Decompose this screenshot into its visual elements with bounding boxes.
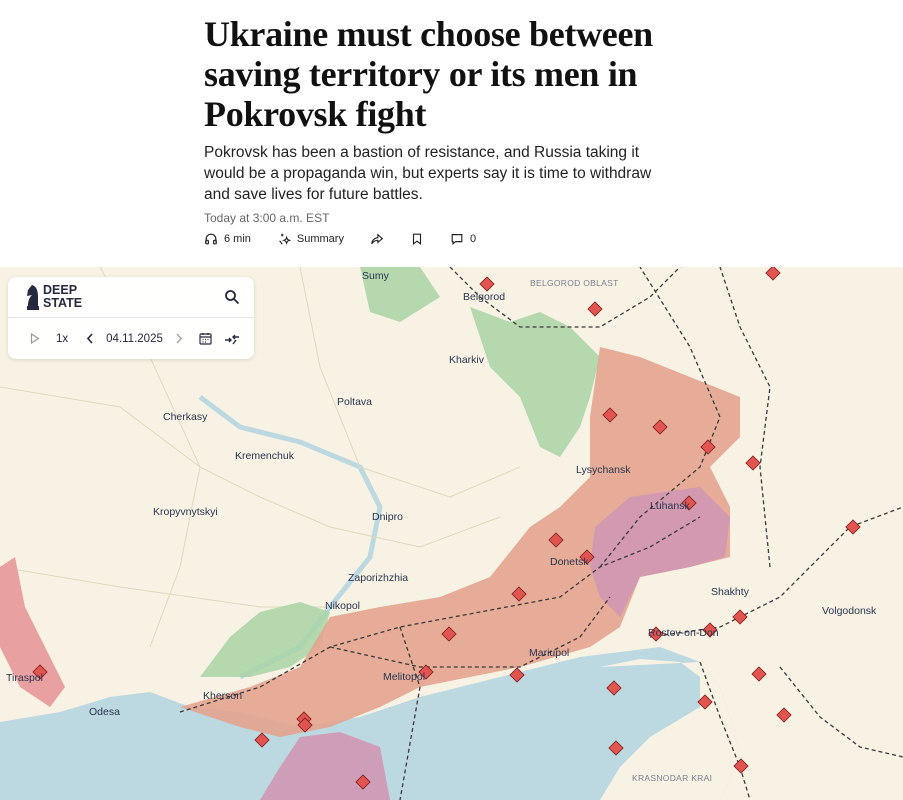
- listen-duration: 6 min: [224, 233, 251, 245]
- calendar-icon[interactable]: [199, 332, 212, 345]
- label-tiraspol: Tiraspol: [6, 672, 43, 684]
- timestamp: Today at 3:00 a.m. EST: [204, 211, 330, 225]
- occupied-area: [180, 347, 740, 737]
- chevron-right-icon[interactable]: [175, 333, 183, 344]
- comment-icon: [451, 234, 463, 246]
- knight-icon: [27, 285, 39, 310]
- strike-marker[interactable]: [511, 586, 527, 602]
- strike-marker[interactable]: [479, 276, 495, 292]
- label-donetsk: Donetsk: [550, 556, 589, 568]
- share-button[interactable]: [370, 232, 384, 246]
- label-nikopol: Nikopol: [325, 600, 360, 612]
- comments-button[interactable]: 0: [450, 232, 476, 246]
- label-kropyvnytskyi: Kropyvnytskyi: [153, 506, 218, 518]
- label-kherson: Kherson: [203, 690, 242, 702]
- dek: Pokrovsk has been a bastion of resistanc…: [204, 144, 652, 203]
- summary-button[interactable]: Summary: [277, 232, 344, 246]
- black-sea: [0, 647, 740, 800]
- label-krasnodar: KRASNODAR KRAI: [632, 773, 712, 783]
- deepstate-logo: DEEP STATE: [25, 284, 82, 310]
- strike-marker[interactable]: [587, 301, 603, 317]
- label-volgodonsk: Volgodonsk: [822, 605, 877, 617]
- bookmark-button[interactable]: [410, 232, 424, 246]
- label-kharkiv: Kharkiv: [449, 354, 485, 366]
- strike-marker[interactable]: [297, 717, 313, 733]
- strike-marker[interactable]: [32, 664, 48, 680]
- liberated-area-north: [360, 267, 440, 322]
- share-icon: [371, 233, 384, 245]
- strike-marker[interactable]: [733, 758, 749, 774]
- strike-marker[interactable]: [776, 707, 792, 723]
- strike-marker[interactable]: [681, 495, 697, 511]
- strike-marker[interactable]: [732, 609, 748, 625]
- strike-marker[interactable]: [845, 519, 861, 535]
- strike-marker[interactable]: [254, 732, 270, 748]
- logo-line-1: DEEP: [43, 283, 78, 297]
- compare-icon[interactable]: [224, 332, 240, 345]
- article-actions: 6 min Summary 0: [204, 232, 502, 246]
- strike-marker[interactable]: [765, 267, 781, 281]
- strike-marker[interactable]: [652, 419, 668, 435]
- strike-marker[interactable]: [509, 667, 525, 683]
- headphones-icon: [205, 233, 217, 245]
- label-kremenchuk: Kremenchuk: [235, 450, 295, 462]
- strike-marker[interactable]: [697, 694, 713, 710]
- liberated-area: [470, 307, 600, 457]
- label-dnipro: Dnipro: [372, 511, 403, 523]
- map-canvas: Sumy Belgorod BELGOROD OBLAST Kharkiv Po…: [0, 267, 903, 800]
- map-control-panel: DEEP STATE 1x 04.11.2025: [8, 277, 254, 359]
- sparkle-icon: [279, 233, 291, 245]
- play-icon[interactable]: [30, 333, 40, 344]
- strike-markers: [32, 267, 861, 790]
- strike-marker[interactable]: [548, 532, 564, 548]
- listen-button[interactable]: 6 min: [204, 232, 251, 246]
- date-display[interactable]: 04.11.2025: [106, 332, 163, 345]
- liberated-area-south: [200, 602, 330, 677]
- chevron-left-icon[interactable]: [86, 333, 94, 344]
- label-cherkasy: Cherkasy: [163, 411, 208, 423]
- strike-marker[interactable]: [418, 664, 434, 680]
- summary-label: Summary: [296, 233, 344, 245]
- strike-marker[interactable]: [579, 549, 595, 565]
- speed-button[interactable]: 1x: [56, 332, 69, 345]
- article-header: Ukraine must choose between saving terri…: [204, 14, 674, 225]
- strike-marker[interactable]: [606, 680, 622, 696]
- label-belgorod: Belgorod: [463, 291, 505, 303]
- label-sumy: Sumy: [362, 270, 390, 282]
- azov-land: [600, 659, 740, 800]
- strike-marker[interactable]: [355, 774, 371, 790]
- logo-line-2: STATE: [43, 296, 83, 310]
- label-lysychansk: Lysychansk: [576, 464, 631, 476]
- comment-count: 0: [469, 233, 477, 245]
- strike-marker[interactable]: [648, 626, 664, 642]
- headline: Ukraine must choose between saving terri…: [204, 14, 653, 134]
- label-odesa: Odesa: [89, 706, 120, 718]
- strike-marker[interactable]: [751, 666, 767, 682]
- label-mariupol: Mariupol: [529, 647, 569, 659]
- label-shakhty: Shakhty: [711, 586, 750, 598]
- transnistria: [0, 557, 65, 707]
- label-luhansk: Luhansk: [650, 500, 690, 512]
- strike-marker[interactable]: [702, 622, 718, 638]
- bookmark-icon: [412, 233, 422, 245]
- strike-marker[interactable]: [608, 740, 624, 756]
- strike-marker[interactable]: [602, 407, 618, 423]
- label-zaporizhzhia: Zaporizhzhia: [348, 572, 408, 584]
- label-belgorod-oblast: BELGOROD OBLAST: [530, 278, 619, 288]
- strike-marker[interactable]: [745, 455, 761, 471]
- strike-marker[interactable]: [700, 439, 716, 455]
- label-rostov: Rostov-on-Don: [648, 627, 719, 639]
- frontline-map[interactable]: Sumy Belgorod BELGOROD OBLAST Kharkiv Po…: [0, 267, 903, 800]
- strike-marker[interactable]: [441, 626, 457, 642]
- label-melitopol: Melitopol: [383, 671, 425, 683]
- search-icon[interactable]: [224, 289, 240, 305]
- label-poltava: Poltava: [337, 396, 372, 408]
